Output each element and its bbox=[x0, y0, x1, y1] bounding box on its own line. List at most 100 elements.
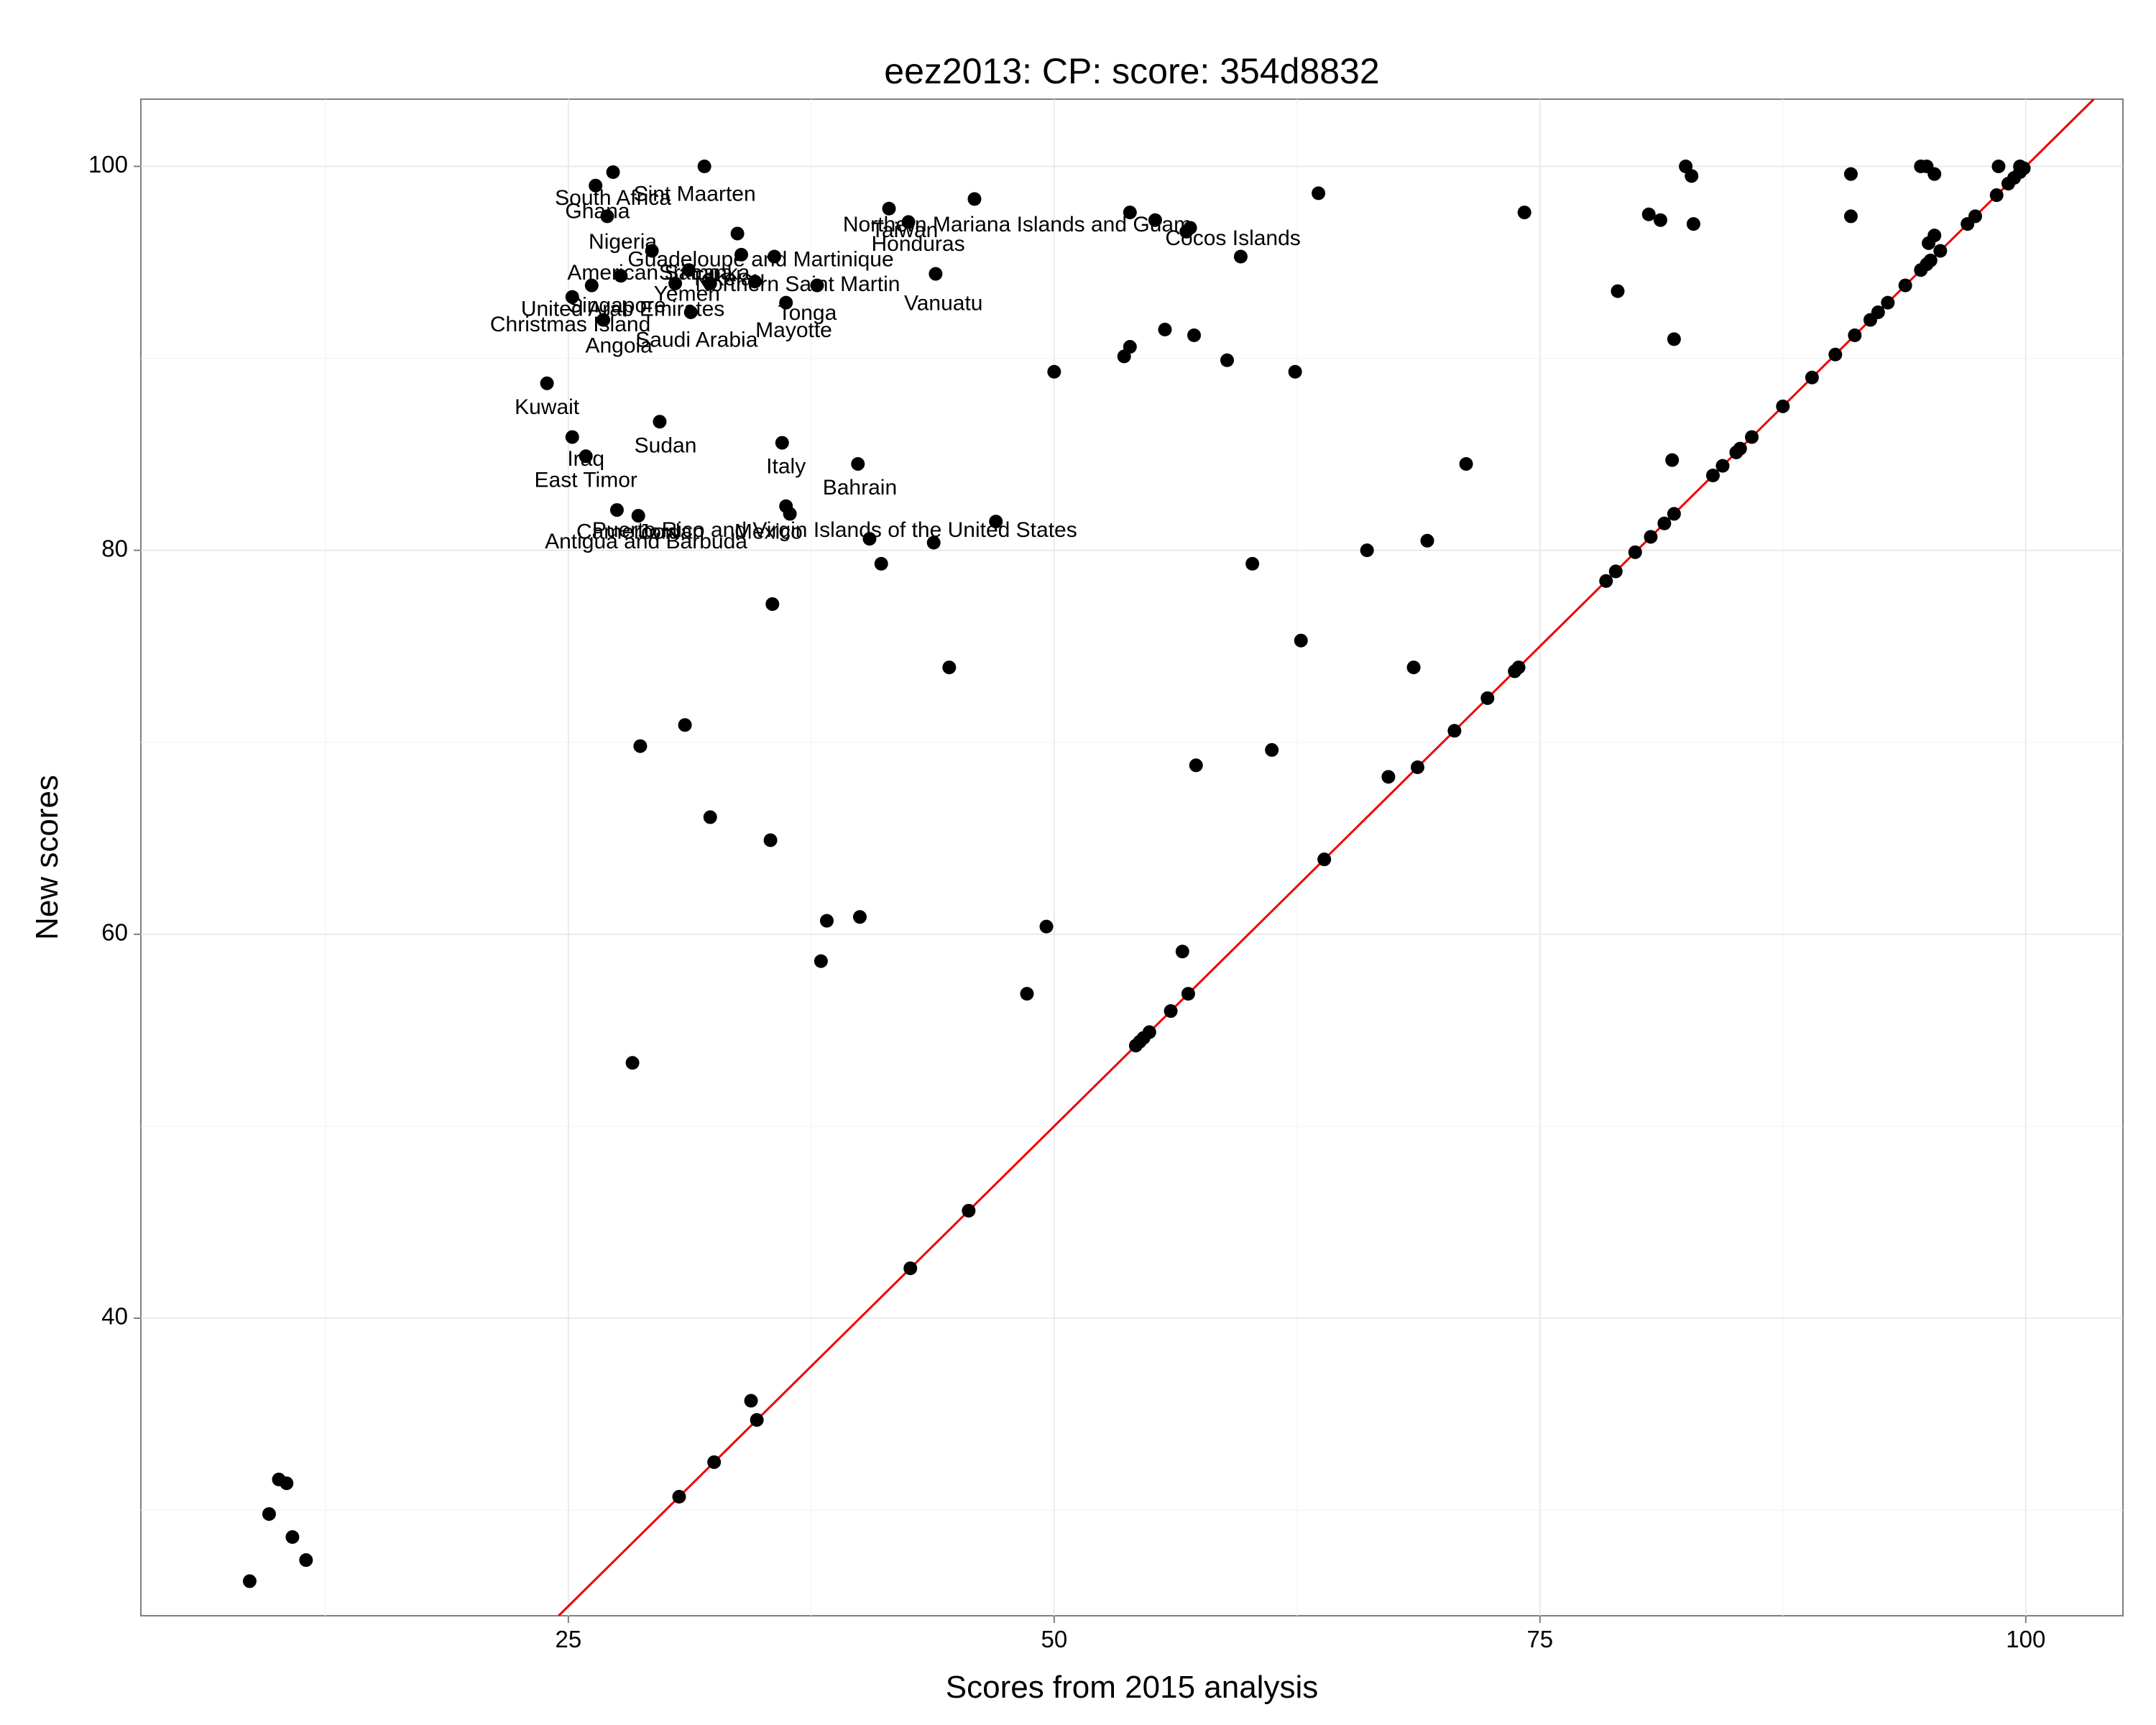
y-tick-label: 40 bbox=[101, 1303, 128, 1330]
point-label: Taiwan bbox=[871, 218, 938, 242]
point-label: Puerto Rico and Virgin Islands of the Un… bbox=[592, 518, 1077, 542]
point-label: Antigua and Barbuda bbox=[545, 530, 747, 553]
data-point bbox=[1927, 167, 1942, 181]
data-point bbox=[1843, 167, 1858, 181]
data-point bbox=[1447, 724, 1462, 738]
data-point bbox=[683, 305, 698, 319]
data-point bbox=[1158, 323, 1172, 337]
data-point bbox=[1968, 209, 1983, 224]
data-point bbox=[744, 1394, 758, 1408]
x-axis-title: Scores from 2015 analysis bbox=[946, 1670, 1318, 1705]
data-point bbox=[703, 276, 717, 290]
data-point bbox=[819, 914, 834, 928]
data-point bbox=[747, 275, 762, 289]
data-point bbox=[852, 910, 867, 924]
point-label: Cameroon bbox=[576, 520, 677, 544]
point-label: Kuwait bbox=[515, 395, 580, 419]
data-point bbox=[1611, 284, 1625, 298]
y-tick-label: 100 bbox=[88, 151, 128, 178]
data-point bbox=[1685, 169, 1699, 183]
data-point bbox=[1142, 1025, 1156, 1039]
data-point bbox=[1745, 430, 1759, 444]
data-point bbox=[1805, 370, 1819, 385]
data-point bbox=[625, 1056, 640, 1070]
data-point bbox=[707, 1455, 722, 1469]
data-point bbox=[882, 201, 896, 216]
data-point bbox=[1644, 530, 1658, 544]
point-label: Vanuatu bbox=[904, 292, 983, 316]
data-point bbox=[1317, 852, 1332, 867]
point-label: Mexico bbox=[734, 520, 803, 544]
data-point bbox=[1657, 516, 1672, 530]
data-point bbox=[262, 1506, 276, 1521]
point-label: Bahrain bbox=[823, 476, 897, 500]
data-point bbox=[1179, 224, 1194, 239]
data-point bbox=[1599, 574, 1613, 588]
data-point bbox=[1189, 758, 1203, 773]
data-point bbox=[1881, 295, 1895, 310]
data-point bbox=[926, 535, 941, 550]
data-point bbox=[645, 244, 659, 258]
point-label: Sudan bbox=[635, 433, 697, 457]
point-label: Italy bbox=[766, 455, 806, 479]
data-point bbox=[1641, 207, 1656, 221]
data-point bbox=[1991, 159, 2006, 173]
plot-panel bbox=[140, 98, 2124, 1616]
data-point bbox=[1776, 399, 1790, 413]
data-point bbox=[1933, 244, 1948, 258]
data-point bbox=[1020, 987, 1034, 1001]
data-point bbox=[1039, 919, 1054, 934]
data-point bbox=[1665, 453, 1680, 467]
data-point bbox=[672, 1489, 686, 1504]
point-label: Honduras bbox=[872, 232, 965, 256]
data-point bbox=[1117, 349, 1131, 364]
data-point bbox=[851, 456, 865, 471]
data-point bbox=[609, 503, 624, 518]
data-point bbox=[903, 1261, 918, 1276]
point-label: Tonga bbox=[778, 301, 837, 325]
y-axis-ticks: 40 60 80 100 bbox=[88, 151, 141, 1330]
data-point bbox=[1187, 328, 1202, 343]
data-point bbox=[775, 436, 789, 450]
data-point bbox=[1360, 543, 1374, 558]
data-point bbox=[942, 661, 957, 675]
data-point bbox=[962, 1203, 976, 1218]
data-point bbox=[1923, 253, 1938, 267]
data-point bbox=[678, 718, 692, 732]
data-point bbox=[579, 449, 593, 464]
data-point bbox=[1312, 186, 1326, 201]
point-label: United Arab Emirates bbox=[521, 298, 724, 321]
data-point bbox=[1294, 633, 1308, 648]
point-label: Sri Lanka bbox=[659, 261, 750, 285]
data-point bbox=[703, 810, 717, 824]
data-point bbox=[1848, 328, 1862, 343]
point-label: Angola bbox=[585, 334, 653, 357]
data-point bbox=[1667, 507, 1681, 521]
data-point bbox=[1288, 364, 1302, 379]
data-point bbox=[1517, 206, 1531, 220]
data-point bbox=[989, 515, 1003, 529]
data-point bbox=[633, 739, 648, 753]
data-point bbox=[697, 159, 711, 173]
data-point bbox=[734, 247, 749, 262]
point-label: Northern Mariana Islands and Guam bbox=[843, 213, 1192, 236]
data-point bbox=[2017, 161, 2031, 175]
data-point bbox=[1420, 533, 1434, 548]
data-point bbox=[682, 263, 696, 277]
data-point bbox=[1123, 206, 1137, 220]
data-point bbox=[1628, 545, 1642, 559]
data-point bbox=[1410, 760, 1424, 774]
data-point bbox=[1480, 691, 1495, 705]
point-label: Tokelau bbox=[691, 267, 765, 290]
data-point bbox=[1233, 249, 1248, 264]
data-point bbox=[589, 178, 603, 193]
data-point bbox=[814, 954, 828, 968]
data-point bbox=[1175, 944, 1189, 959]
data-point bbox=[280, 1476, 294, 1491]
data-point bbox=[1608, 564, 1623, 579]
data-point bbox=[750, 1413, 764, 1427]
data-point bbox=[874, 556, 888, 571]
data-point bbox=[763, 833, 778, 847]
data-point bbox=[242, 1574, 257, 1588]
